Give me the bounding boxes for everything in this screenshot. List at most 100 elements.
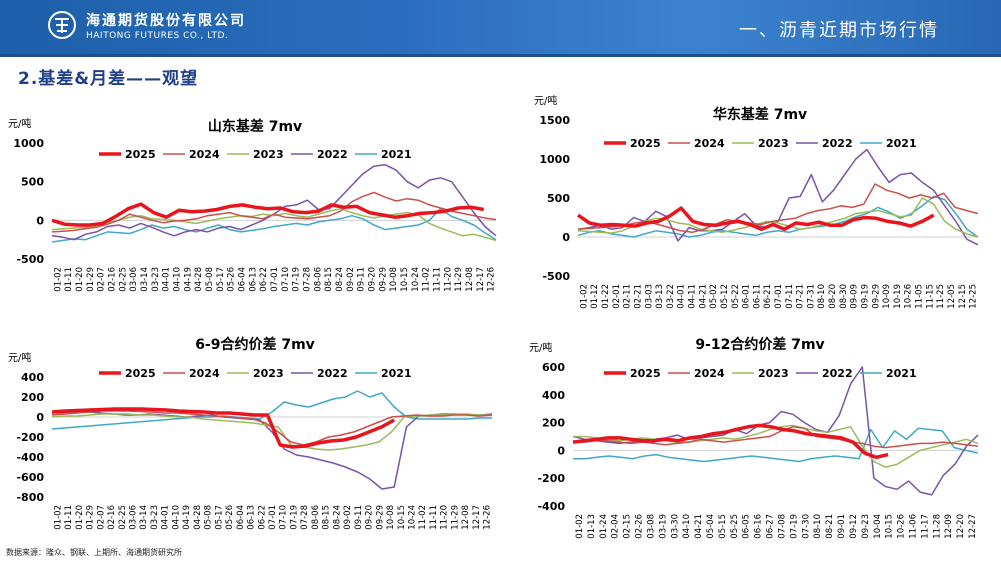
x-tick-label: 06-01	[742, 284, 752, 309]
series-line-2021	[577, 195, 979, 238]
x-tick-label: 11-20	[440, 505, 450, 530]
x-tick-label: 08-10	[817, 284, 827, 309]
series-line-2025	[51, 407, 396, 449]
legend-label-2025: 2025	[125, 148, 156, 161]
x-tick-label: 04-28	[193, 505, 203, 530]
x-tick-label: 02-21	[633, 284, 643, 309]
x-tick-label: 08-06	[311, 505, 321, 530]
x-tick-label: 03-03	[644, 284, 654, 309]
chart-spread-6-9: 6-9合约价差 7mv 元/吨 -800 -600 -400 -200 0 200 400 01-…	[8, 336, 493, 530]
x-tick-label: 12-05	[947, 284, 957, 309]
x-tick-label: 03-23	[151, 267, 161, 292]
chart-east-china-basis: 华东基差 7mv 元/吨 -500 0 500 1000 1500 01-02 01-12 01-…	[534, 94, 979, 309]
x-tick-label: 07-28	[300, 505, 310, 530]
x-tick-label: 05-02	[709, 284, 719, 309]
y-tick-label: -400	[16, 451, 44, 464]
x-tick-label: 09-01	[837, 514, 847, 539]
x-tick-label: 10-26	[904, 284, 914, 309]
chart-title: 山东基差 7mv	[208, 118, 302, 135]
x-tick-label: 05-12	[720, 284, 730, 309]
series-line-2025	[572, 423, 889, 460]
y-axis-unit: 元/吨	[534, 94, 557, 107]
x-tick-label: 04-11	[688, 284, 698, 309]
series-line-2021	[51, 207, 497, 243]
series-line-2023	[573, 424, 979, 468]
x-tick-label: 01-29	[86, 505, 96, 530]
x-tick-label: 07-19	[292, 267, 302, 292]
x-tick-label: 03-14	[139, 505, 149, 530]
header-divider	[0, 54, 1001, 57]
legend-label-2023: 2023	[758, 367, 789, 380]
x-tick-label: 04-01	[161, 505, 171, 530]
x-tick-label: 10-08	[386, 505, 396, 530]
y-tick-label: 400	[21, 371, 44, 384]
x-tick-label: 01-24	[599, 514, 609, 539]
x-tick-label: 10-26	[897, 514, 907, 539]
x-tick-label: 12-15	[958, 284, 968, 309]
section-title: 2.基差&月差——观望	[18, 69, 199, 89]
legend-label-2024: 2024	[694, 137, 725, 150]
series-line-2025	[51, 202, 485, 227]
x-tick-label: 12-27	[968, 514, 978, 539]
x-tick-label: 02-04	[611, 514, 621, 539]
series-line-2024	[577, 183, 979, 234]
x-tick-label: 12-20	[956, 514, 966, 539]
x-tick-label: 10-15	[885, 514, 895, 539]
x-tick-label: 09-20	[367, 267, 377, 292]
legend-label-2025: 2025	[125, 367, 156, 380]
x-tick-label: 09-12	[849, 514, 859, 539]
y-tick-label: 0	[36, 214, 44, 227]
x-tick-label: 01-02	[575, 514, 585, 539]
x-tick-label: 05-04	[706, 514, 716, 539]
x-tick-label: 11-29	[454, 267, 464, 292]
x-tick-label: 05-22	[731, 284, 741, 309]
x-tick-label: 03-23	[150, 505, 160, 530]
x-tick-label: 12-08	[465, 267, 475, 292]
legend-label-2023: 2023	[758, 137, 789, 150]
legend-label-2022: 2022	[822, 367, 853, 380]
y-tick-label: 1000	[13, 137, 44, 150]
x-tick-label: 10-24	[411, 267, 421, 292]
x-tick-label: 04-19	[183, 267, 193, 292]
x-tick-label: 11-28	[932, 514, 942, 539]
x-tick-label: 04-01	[162, 267, 172, 292]
x-tick-label: 01-29	[86, 267, 96, 292]
legend-label-2025: 2025	[630, 137, 661, 150]
x-tick-label: 05-08	[205, 267, 215, 292]
x-tick-label: 10-19	[893, 284, 903, 309]
x-tick-label: 03-14	[140, 267, 150, 292]
x-tick-label: 03-22	[666, 284, 676, 309]
x-tick-label: 10-24	[408, 505, 418, 530]
haitong-logo-icon	[48, 11, 76, 39]
x-tick-label: 02-25	[118, 505, 128, 530]
y-tick-label: -800	[16, 491, 44, 504]
y-tick-label: 400	[542, 389, 565, 402]
x-tick-label: 09-29	[375, 505, 385, 530]
y-tick-label: 0	[562, 231, 570, 244]
x-tick-label: 05-26	[225, 505, 235, 530]
x-tick-label: 08-06	[313, 267, 323, 292]
chart-title: 9-12合约价差 7mv	[695, 336, 824, 353]
x-tick-label: 09-19	[860, 284, 870, 309]
x-tick-label: 07-31	[806, 284, 816, 309]
x-tick-label: 11-11	[432, 267, 442, 292]
x-tick-label: 12-09	[944, 514, 954, 539]
x-tick-label: 04-28	[194, 267, 204, 292]
x-tick-label: 01-20	[75, 267, 85, 292]
y-tick-label: 500	[547, 192, 570, 205]
x-tick-label: 04-19	[182, 505, 192, 530]
x-tick-label: 11-02	[418, 505, 428, 530]
y-axis-unit: 元/吨	[8, 117, 31, 130]
y-tick-label: -500	[16, 253, 44, 266]
x-tick-label: 09-29	[871, 284, 881, 309]
x-tick-label: 02-01	[612, 284, 622, 309]
x-tick-label: 12-25	[969, 284, 979, 309]
x-tick-label: 05-15	[718, 514, 728, 539]
chart-title: 华东基差 7mv	[713, 106, 807, 123]
x-tick-label: 05-17	[214, 505, 224, 530]
x-tick-label: 01-02	[53, 505, 63, 530]
x-tick-label: 06-13	[248, 267, 258, 292]
y-tick-label: -500	[542, 270, 570, 283]
y-tick-label: 200	[21, 391, 44, 404]
x-tick-label: 02-26	[635, 514, 645, 539]
